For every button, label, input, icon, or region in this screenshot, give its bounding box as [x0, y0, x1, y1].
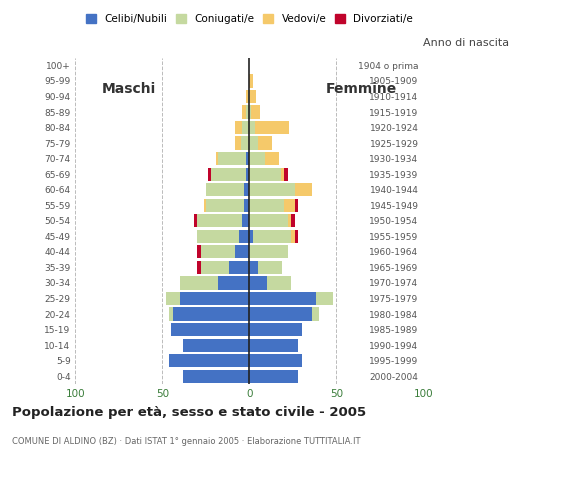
Bar — [253, 230, 291, 243]
Text: Anno di nascita: Anno di nascita — [423, 38, 509, 48]
Bar — [235, 136, 241, 150]
Bar — [249, 292, 316, 305]
Bar — [249, 214, 288, 228]
Bar — [194, 214, 197, 228]
Bar — [197, 261, 201, 274]
Bar — [251, 106, 260, 119]
Bar — [206, 183, 244, 196]
Bar — [249, 121, 255, 134]
Legend: Celibi/Nubili, Coniugati/e, Vedovi/e, Divorziati/e: Celibi/Nubili, Coniugati/e, Vedovi/e, Di… — [82, 10, 417, 28]
Bar — [249, 323, 302, 336]
Bar — [235, 121, 242, 134]
Bar — [183, 338, 249, 352]
Bar — [242, 214, 249, 228]
Bar — [201, 245, 235, 259]
Bar — [249, 308, 312, 321]
Text: Popolazione per età, sesso e stato civile - 2005: Popolazione per età, sesso e stato civil… — [12, 406, 366, 419]
Bar — [169, 354, 249, 367]
Bar — [249, 199, 284, 212]
Bar — [249, 261, 258, 274]
Bar — [265, 152, 279, 165]
Bar — [284, 168, 288, 181]
Bar — [242, 106, 246, 119]
Bar — [249, 90, 256, 103]
Bar — [197, 214, 242, 228]
Text: Femmine: Femmine — [326, 82, 397, 96]
Bar — [288, 214, 291, 228]
Bar — [244, 199, 249, 212]
Text: Maschi: Maschi — [102, 82, 156, 96]
Bar — [291, 214, 295, 228]
Bar — [249, 183, 295, 196]
Bar — [249, 136, 258, 150]
Bar — [204, 199, 206, 212]
Bar — [249, 74, 253, 87]
Bar — [218, 152, 246, 165]
Bar — [229, 261, 249, 274]
Bar — [249, 230, 253, 243]
Bar — [171, 323, 249, 336]
Bar — [295, 183, 312, 196]
Bar — [208, 168, 211, 181]
Bar — [169, 308, 173, 321]
Bar — [249, 370, 298, 383]
Bar — [246, 168, 249, 181]
Bar — [249, 354, 302, 367]
Bar — [267, 276, 291, 289]
Bar — [180, 292, 249, 305]
Bar — [312, 308, 319, 321]
Bar — [281, 168, 284, 181]
Bar — [258, 136, 272, 150]
Bar — [284, 199, 295, 212]
Bar — [216, 152, 218, 165]
Bar — [239, 230, 249, 243]
Bar — [166, 292, 180, 305]
Bar — [246, 152, 249, 165]
Bar — [197, 230, 239, 243]
Bar — [246, 90, 248, 103]
Bar — [249, 245, 288, 259]
Bar — [255, 121, 289, 134]
Bar — [249, 338, 298, 352]
Bar — [235, 245, 249, 259]
Bar — [242, 121, 249, 134]
Bar — [249, 106, 251, 119]
Bar — [244, 183, 249, 196]
Bar — [248, 90, 249, 103]
Bar — [197, 245, 201, 259]
Bar — [249, 168, 281, 181]
Bar — [211, 168, 246, 181]
Bar — [241, 136, 249, 150]
Bar — [183, 370, 249, 383]
Bar — [218, 276, 249, 289]
Bar — [246, 106, 249, 119]
Bar — [206, 199, 244, 212]
Bar — [249, 152, 265, 165]
Bar — [173, 308, 249, 321]
Bar — [249, 276, 267, 289]
Bar — [258, 261, 282, 274]
Bar — [295, 230, 298, 243]
Bar — [201, 261, 229, 274]
Text: COMUNE DI ALDINO (BZ) · Dati ISTAT 1° gennaio 2005 · Elaborazione TUTTITALIA.IT: COMUNE DI ALDINO (BZ) · Dati ISTAT 1° ge… — [12, 437, 360, 446]
Bar — [180, 276, 218, 289]
Bar — [316, 292, 333, 305]
Bar — [295, 199, 298, 212]
Bar — [291, 230, 295, 243]
